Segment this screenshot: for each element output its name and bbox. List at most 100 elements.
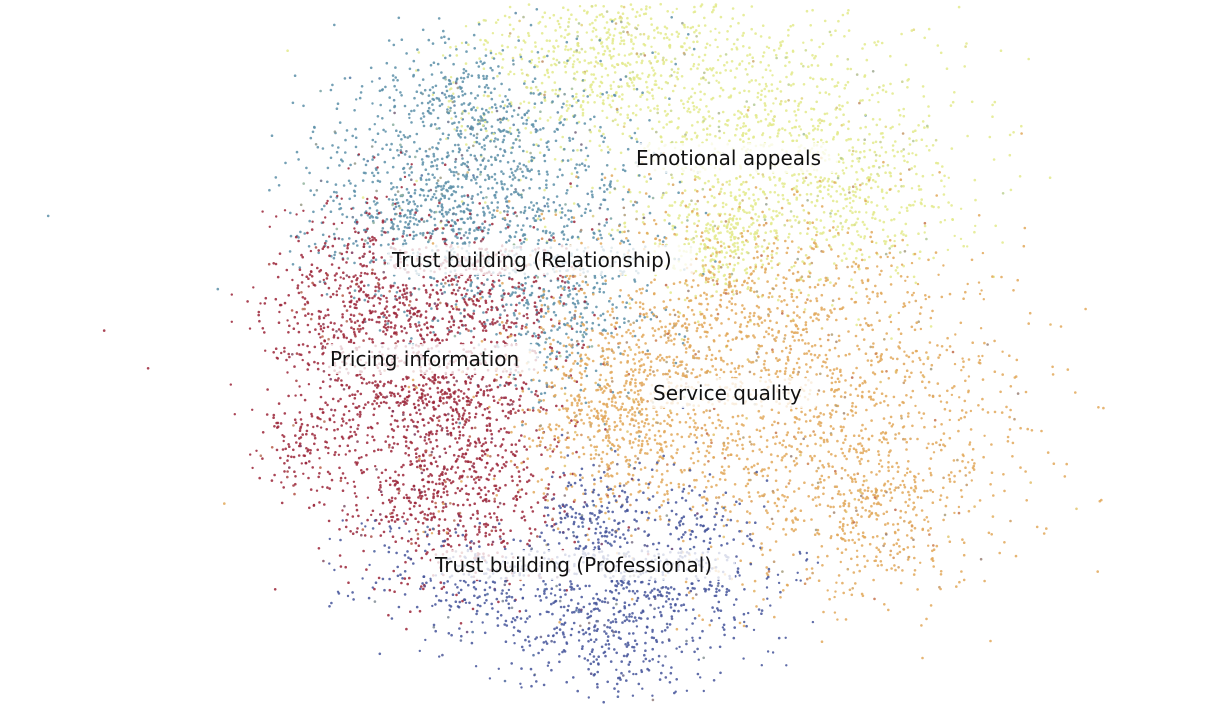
scatter-point [807,293,810,297]
scatter-point [591,90,594,94]
scatter-point [536,242,540,246]
scatter-point [612,34,616,37]
scatter-point [522,163,526,167]
scatter-point [504,414,508,418]
scatter-point [708,124,712,128]
scatter-point [671,176,674,179]
scatter-point [539,315,543,318]
scatter-point [470,197,474,200]
scatter-point [508,15,511,19]
scatter-point [695,35,698,38]
scatter-point [783,223,786,227]
scatter-point [805,136,809,140]
scatter-point [761,263,765,267]
scatter-point [542,55,546,59]
scatter-point [864,125,867,129]
scatter-point [424,198,428,201]
scatter-point [596,383,600,387]
scatter-point [326,325,330,329]
scatter-point [823,185,826,189]
scatter-point [570,338,573,342]
scatter-point [849,67,853,71]
scatter-point [815,100,818,104]
scatter-point [349,163,352,167]
scatter-point [512,159,516,163]
scatter-point [606,96,610,100]
scatter-point [744,124,747,128]
scatter-point [513,333,517,337]
scatter-point [723,273,726,277]
scatter-point [470,426,474,430]
scatter-point [447,94,451,98]
scatter-point [641,91,644,94]
scatter-point [414,211,418,214]
scatter-point [427,94,431,97]
scatter-point [673,57,677,61]
scatter-point [338,121,342,124]
scatter-point [337,237,341,240]
scatter-point [435,167,439,171]
scatter-point [829,122,832,126]
scatter-point [831,304,834,307]
scatter-point [727,96,731,99]
scatter-point [489,322,492,326]
scatter-point [927,27,931,31]
scatter-point [693,222,696,225]
scatter-point [478,305,482,308]
scatter-point [572,115,576,118]
scatter-point [439,424,442,428]
scatter-point [623,317,626,321]
scatter-point [527,101,531,105]
scatter-point [321,147,325,150]
scatter-point [656,111,659,115]
scatter-point [644,7,648,11]
scatter-point [291,263,295,266]
scatter-point [597,323,601,327]
scatter-point [370,318,374,322]
scatter-point [475,394,478,398]
scatter-point [648,91,651,95]
scatter-point [576,351,580,355]
scatter-point [595,281,599,285]
scatter-point [464,109,467,113]
scatter-point [814,175,817,179]
scatter-point [545,241,549,245]
scatter-point [552,310,556,314]
scatter-point [374,384,377,387]
scatter-point [390,414,394,418]
scatter-point [460,112,464,115]
scatter-point [809,192,813,196]
scatter-point [556,19,560,23]
scatter-point [717,270,721,274]
scatter-point [502,326,506,330]
scatter-point [314,143,318,146]
scatter-point [677,32,681,36]
scatter-point [284,161,287,165]
scatter-point [735,127,738,131]
scatter-point [656,26,659,30]
scatter-point [765,257,769,261]
scatter-point [689,67,693,71]
scatter-point [592,73,596,76]
scatter-point [577,342,580,346]
scatter-point [613,65,616,69]
scatter-point [535,210,539,213]
scatter-point [817,124,820,128]
scatter-point [591,21,594,25]
scatter-point [742,190,745,194]
scatter-point [584,168,588,172]
scatter-point [376,153,380,156]
scatter-point [624,305,627,309]
scatter-point [702,115,705,119]
scatter-point [623,225,627,229]
scatter-point [698,177,701,180]
scatter-point [453,111,457,115]
scatter-point [779,43,783,47]
scatter-point [711,227,715,230]
scatter-point [607,28,611,31]
scatter-point [578,51,581,54]
scatter-point [602,15,605,18]
scatter-point [810,237,814,241]
scatter-point [756,91,760,95]
scatter-point [530,390,533,394]
